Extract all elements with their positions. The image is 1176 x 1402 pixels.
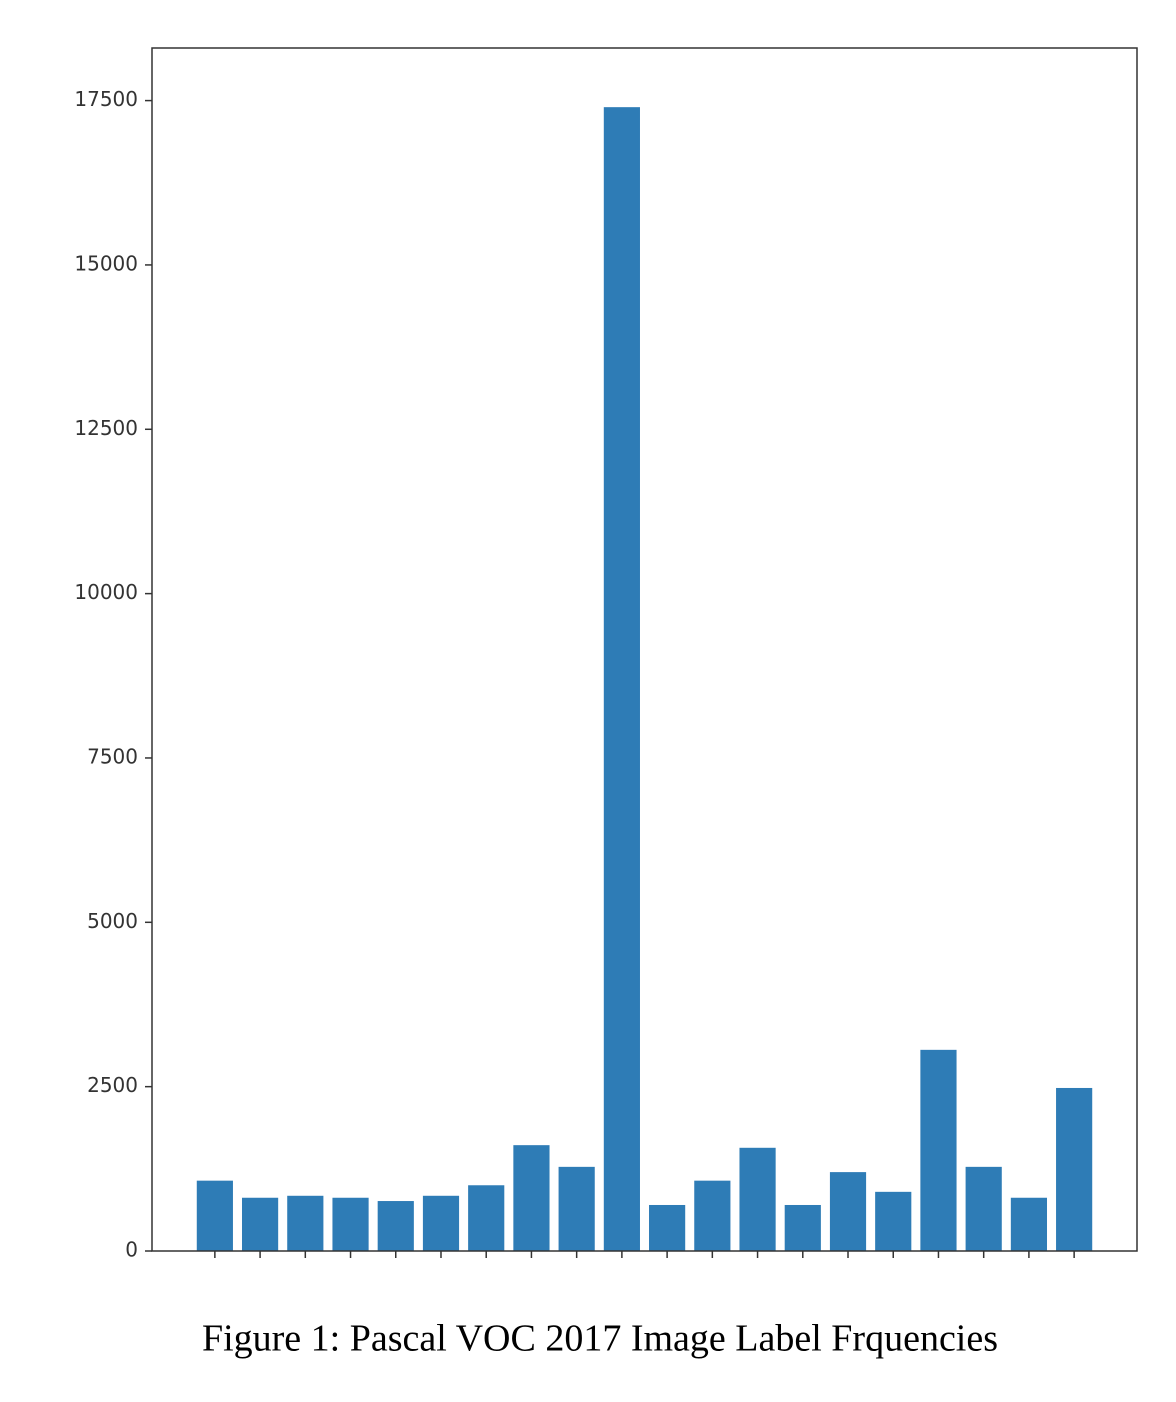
y-tick-label: 2500 [87,1073,138,1097]
y-tick-label: 17500 [74,87,138,111]
plot-frame [151,47,1138,1252]
bar [332,1197,369,1251]
y-tick-label: 0 [125,1238,138,1262]
bar [287,1195,324,1251]
bar [649,1204,686,1251]
bar [739,1147,776,1251]
bar [377,1201,414,1251]
bar [1056,1087,1093,1251]
bar [920,1049,957,1251]
y-tick-label: 7500 [87,744,138,768]
bar [513,1145,550,1251]
bar [468,1185,505,1251]
bar [241,1197,279,1251]
y-tick-label: 15000 [74,251,138,275]
bar [694,1180,731,1251]
bar [196,1180,233,1251]
bar [1010,1197,1048,1251]
y-tick-label: 12500 [74,416,138,440]
bar [558,1166,595,1251]
bar [784,1204,821,1251]
y-tick-label: 5000 [87,909,138,933]
bar [875,1191,912,1251]
bar [965,1166,1002,1251]
bar [829,1172,867,1251]
bar [422,1195,460,1251]
bar [603,107,640,1251]
y-tick-label: 10000 [74,580,138,604]
caption: Figure 1: Pascal VOC 2017 Image Label Fr… [202,1318,998,1360]
